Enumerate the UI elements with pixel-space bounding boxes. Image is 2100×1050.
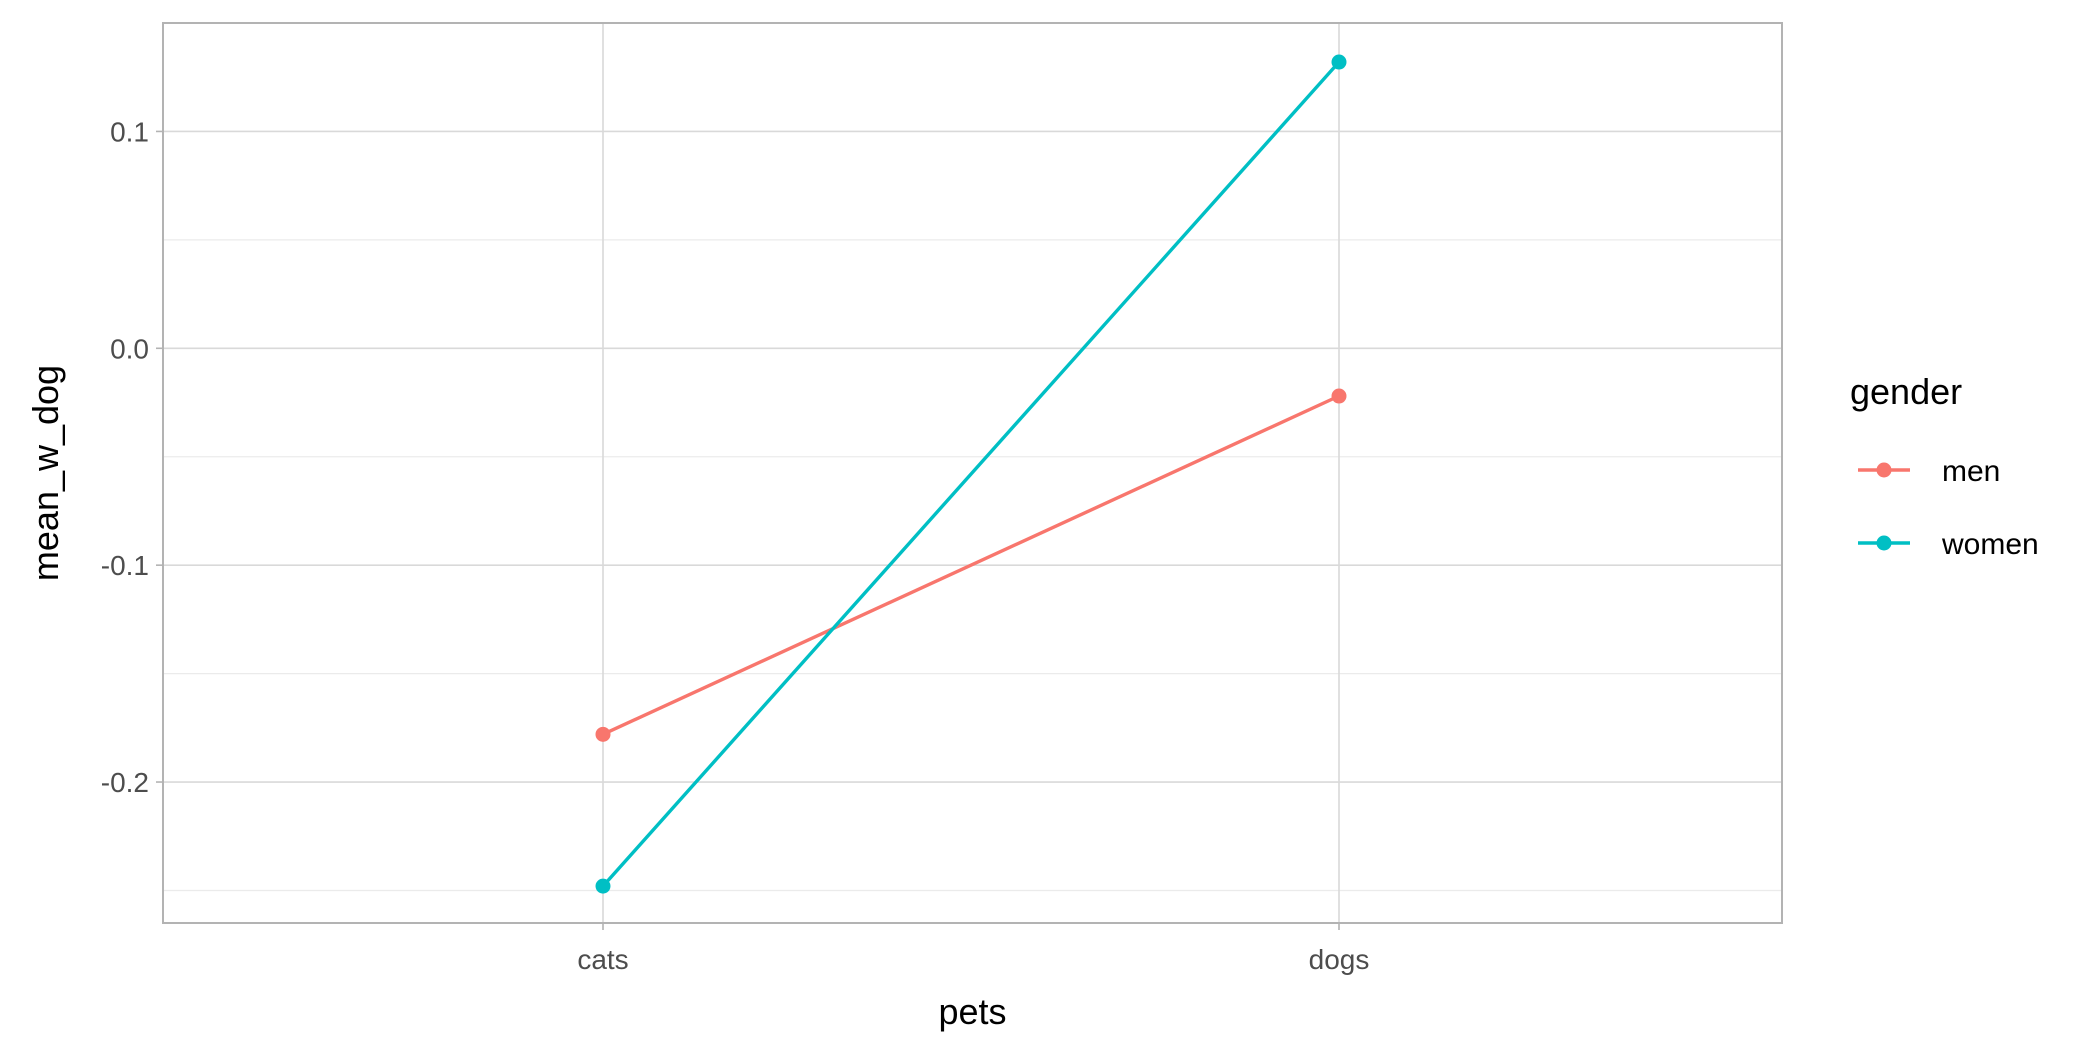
y-tick-label: 0.0 [110, 333, 149, 364]
y-tick-label: -0.1 [101, 550, 149, 581]
legend: gender men women [1850, 371, 2039, 561]
data-point-men [1331, 388, 1347, 404]
x-axis-title: pets [938, 991, 1006, 1032]
legend-key-point [1876, 462, 1892, 478]
y-axis-ticks: 0.1 0.0 -0.1 -0.2 [101, 116, 163, 798]
data-point-women [1331, 54, 1347, 70]
data-point-women [595, 878, 611, 894]
legend-label: men [1942, 455, 2000, 488]
legend-label: women [1941, 528, 2039, 561]
series-layer [595, 54, 1347, 894]
y-axis-title: mean_w_dog [25, 365, 66, 581]
series-women [595, 54, 1347, 894]
legend-item-women: women [1858, 528, 2039, 561]
x-axis-ticks: cats dogs [577, 923, 1369, 975]
y-tick-label: 0.1 [110, 116, 149, 147]
series-line-men [601, 394, 1341, 737]
legend-item-men: men [1858, 455, 2000, 488]
y-tick-label: -0.2 [101, 767, 149, 798]
minor-gridlines [163, 239, 1782, 892]
legend-key-point [1876, 535, 1892, 551]
x-tick-label: dogs [1309, 944, 1370, 975]
plot-panel-border [162, 22, 1783, 924]
x-tick-label: cats [577, 944, 628, 975]
series-men [595, 388, 1347, 742]
series-line-women [601, 60, 1341, 888]
data-point-men [595, 726, 611, 742]
legend-title: gender [1850, 371, 1962, 412]
legend-items: men women [1858, 455, 2039, 561]
